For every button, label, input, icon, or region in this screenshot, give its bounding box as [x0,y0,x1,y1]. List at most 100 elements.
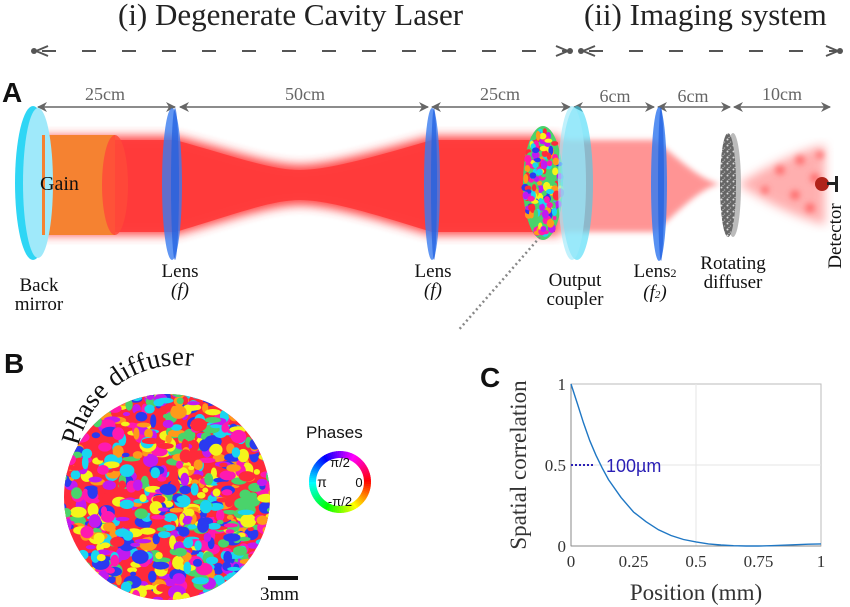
speckle-blob [72,567,87,577]
speckle-blob [241,569,256,576]
wheel-segment [347,452,352,460]
speckle-blob [130,571,137,577]
speckle-blob [64,562,75,571]
speckle-blob [64,545,76,550]
lens-3-focal-text: (f [643,282,655,303]
wheel-segment [360,466,369,473]
wheel-segment [317,498,325,506]
speckle-blob [269,539,270,550]
speckle-blob [64,583,74,593]
speckle-blob [171,424,183,431]
speckle-blob [248,394,264,401]
detector-label: Detector [825,203,846,269]
speckle-blob [64,394,72,405]
speckle-blob [170,405,187,419]
speckle-blob [546,218,555,228]
wheel-segment [351,454,358,463]
speckle-blob [249,438,260,450]
wheel-segment [320,456,327,464]
speckle-blob [146,394,155,400]
correlation-line [570,383,822,547]
speckle-blob [139,494,147,503]
speckle-blob [143,453,159,468]
speckle-blob [64,474,68,481]
speckle-blob [266,507,270,514]
speckle-blob [143,521,151,529]
speckle-blob [536,168,543,176]
speckle-blob [544,138,553,143]
speckle-blob [87,485,98,499]
wheel-segment [309,486,318,492]
speckle-blob [198,457,216,464]
speckle-blob [186,401,200,406]
speckle-blob [268,489,270,496]
speckle-blob [179,485,191,495]
speckle-blob [201,394,212,400]
speckle-blob [541,150,549,157]
wheel-segment [357,497,365,504]
speckle-blob [79,558,88,565]
lens-2-label-line1: Lens [414,261,452,282]
speckle-blob [134,538,152,544]
phase-label-bottom: -π/2 [328,494,352,509]
speckle-blob [546,188,554,195]
distance-label-1: 25cm [85,84,125,104]
wheel-segment [336,505,340,513]
wheel-segment [309,485,317,489]
speckle-blob [175,460,184,469]
speckle-blob [64,567,69,572]
speckle-blob [210,424,222,429]
speckle-blob [218,539,230,548]
speckle-blob [64,528,66,542]
wheel-segment [361,491,369,497]
wheel-segment [345,451,350,460]
speckle-blob [238,595,252,600]
wheel-segment [358,461,366,468]
output-coupler-label-line1: Output [548,270,602,291]
speckle-blob [130,542,141,547]
speckle-blob [85,544,96,550]
speckle-blob [136,422,151,428]
wheel-segment [313,494,321,501]
speckle-blob [552,157,560,166]
wheel-segment [322,501,329,510]
wheel-segment [353,500,360,508]
speckle-blob [232,546,248,556]
speckle-blob [101,590,113,595]
speckle-blob [148,570,157,583]
speckle-blob [125,398,133,411]
speckle-blob [215,590,226,600]
speckle-blob [88,588,105,598]
speckle-blob [103,522,116,532]
speckle-blob [64,579,66,593]
speckle-blob [86,592,98,600]
speckle-blob [111,395,127,406]
speckle-blob [226,514,234,520]
distance-label-6: 10cm [762,84,802,104]
speckle-blob [150,467,161,479]
speckle-blob [141,437,160,445]
speckle-blob [252,565,269,574]
wheel-segment [325,453,332,461]
speckle-blob [95,595,104,600]
speckle-blob [172,561,184,566]
speckle-blob [157,442,174,450]
speckle-blob [258,501,270,514]
speckle-blob [119,464,135,477]
speckle-blob [228,408,242,422]
speckle-blob [256,478,268,487]
speckle-blob [131,549,149,564]
speckle-blob [242,592,252,599]
speckle-blob [64,448,69,459]
speckle-blob [91,432,101,439]
wheel-segment [328,504,333,512]
speckle-blob [129,602,137,607]
speckle-blob [65,518,72,531]
speckle-blob [151,446,168,457]
wheel-segment [360,492,368,499]
speckle-blob [64,592,70,600]
speckle-blob [551,207,558,216]
speckle-blob [68,465,84,471]
distance-label-5: 6cm [677,86,709,106]
wheel-segment [311,491,320,498]
